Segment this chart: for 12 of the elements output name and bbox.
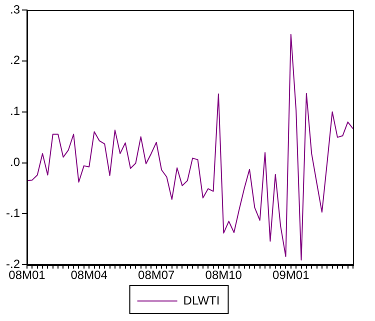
x-tick-label: 08M10 xyxy=(205,268,242,282)
y-tick-label: .0 xyxy=(10,155,20,170)
legend-label: DLWTI xyxy=(183,293,220,308)
y-tick-label: .1 xyxy=(10,104,20,118)
x-tick-label: 08M07 xyxy=(138,268,176,282)
y-tick-label: -.1 xyxy=(6,206,20,220)
y-tick-label: .2 xyxy=(10,53,20,68)
x-tick-label: 08M01 xyxy=(8,268,46,282)
x-tick-label: 09M01 xyxy=(272,268,310,282)
y-tick-label: -.2 xyxy=(6,256,20,271)
x-tick-label: 08M04 xyxy=(70,268,108,282)
y-tick-label: .3 xyxy=(10,2,20,16)
